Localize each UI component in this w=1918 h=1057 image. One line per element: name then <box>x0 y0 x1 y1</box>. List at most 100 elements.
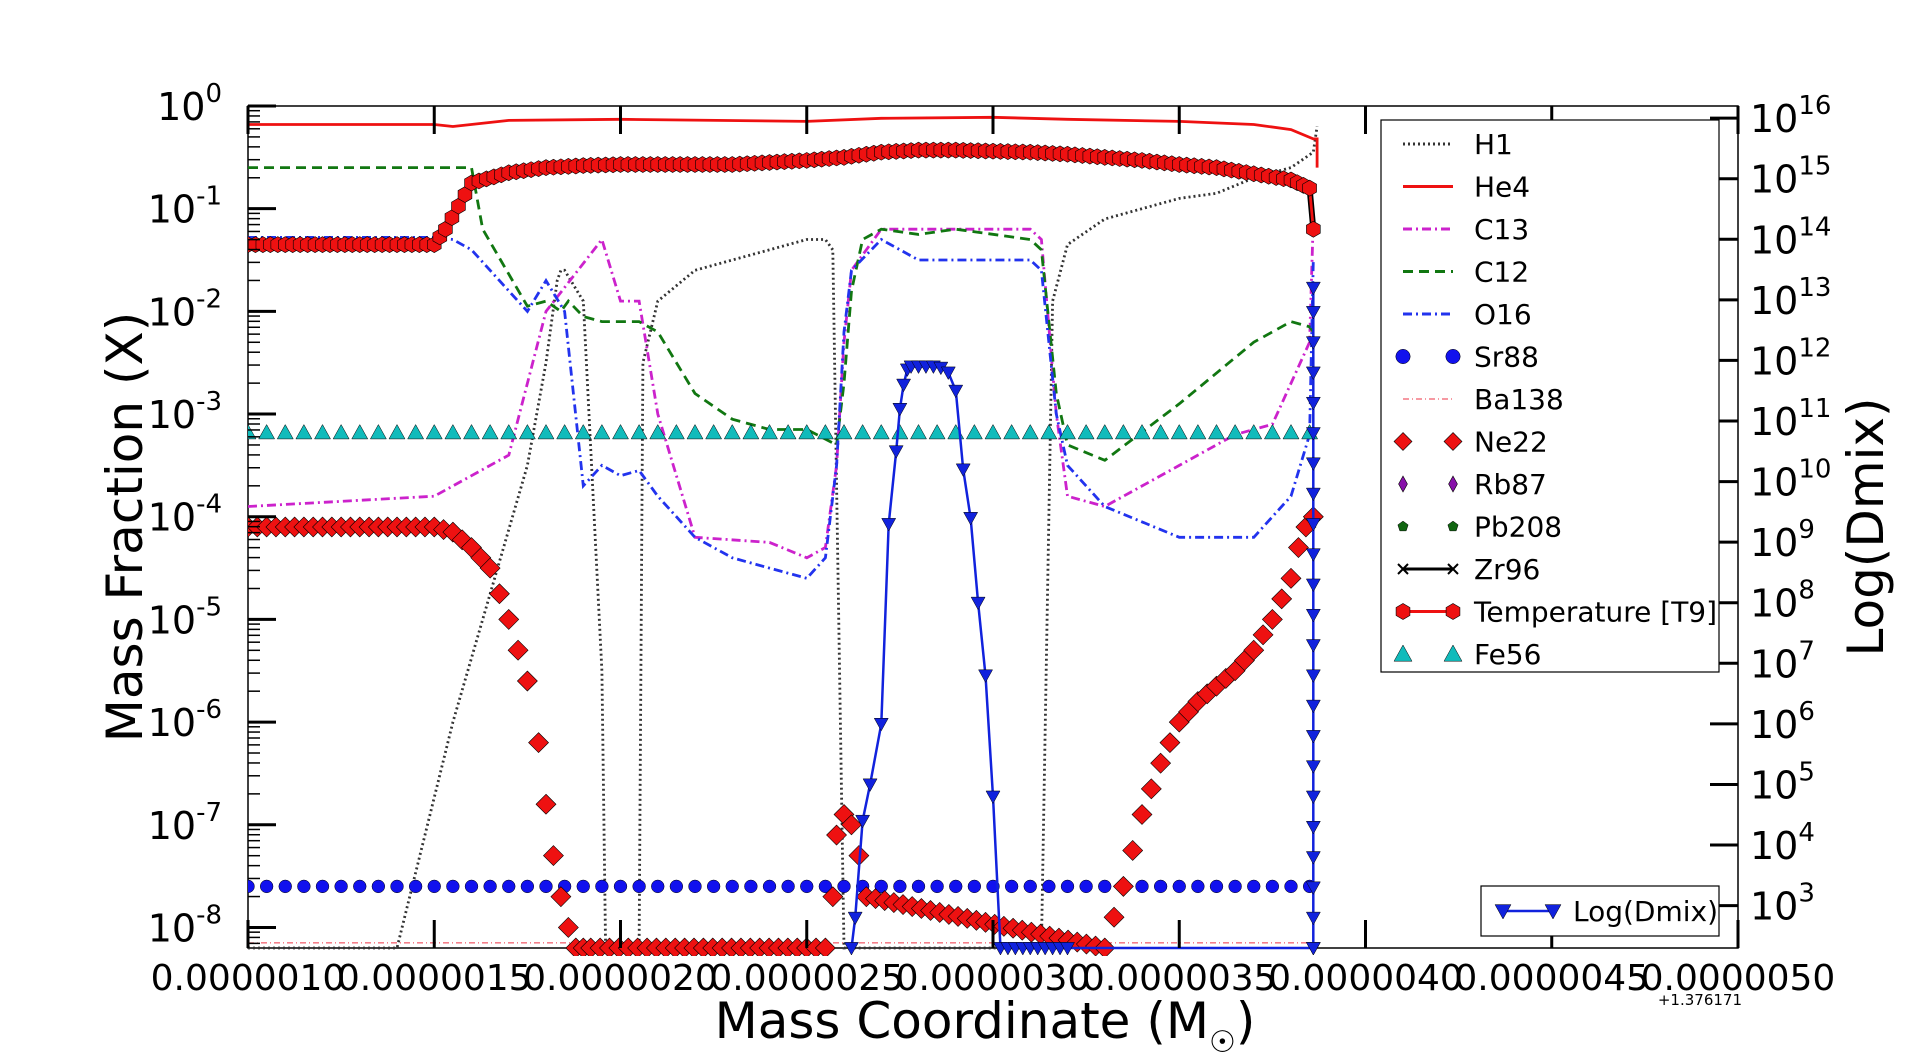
log-dmix-point <box>892 403 908 417</box>
ne22-point <box>822 886 844 908</box>
fe56-point <box>630 424 648 440</box>
log-dmix-point <box>985 790 1001 805</box>
y-right-tick-label: 1014 <box>1750 212 1831 262</box>
y-right-tick-label: 108 <box>1750 576 1815 626</box>
sr88-point <box>967 879 982 894</box>
sr88-point <box>1284 879 1298 894</box>
x-tick-label: 0.0000035 <box>1082 958 1277 999</box>
fe56-point <box>258 424 276 440</box>
y-right-tick-label: 109 <box>1750 515 1815 565</box>
fe56-point <box>742 424 760 440</box>
series-sr88 <box>248 879 1317 894</box>
series-o16 <box>248 235 1315 580</box>
ne22-point <box>1280 567 1302 589</box>
sr88-point <box>427 879 441 894</box>
legend-item-rb87: Rb87 <box>1398 468 1547 501</box>
fe56-point <box>425 424 443 440</box>
fe56-point <box>1114 424 1132 440</box>
sr88-point <box>1042 879 1056 894</box>
fe56-point <box>1282 424 1300 440</box>
sr88-point <box>1023 879 1037 894</box>
log-dmix-point <box>1305 699 1321 714</box>
legend-label-fe56: Fe56 <box>1474 638 1541 671</box>
legend-dmix: Log(Dmix) <box>1480 885 1720 937</box>
fe56-point <box>649 424 667 440</box>
o16-line <box>248 235 1315 580</box>
ne22-point <box>489 583 510 605</box>
sr88-point <box>762 879 777 894</box>
x-tick-label: 0.0000040 <box>1268 958 1463 999</box>
ticks-layer: 0.00000100.00000150.00000200.00000250.00… <box>148 79 1836 999</box>
sr88-point <box>1228 879 1242 894</box>
fe56-point <box>1003 424 1021 440</box>
log-dmix-point <box>1305 457 1321 471</box>
fe56-point <box>1077 424 1095 440</box>
log-dmix-point <box>1305 881 1321 895</box>
legend-label-ba138: Ba138 <box>1474 383 1564 416</box>
fe56-point <box>332 424 350 440</box>
log-dmix-point <box>1305 730 1321 744</box>
log-dmix-point <box>963 512 979 526</box>
ne22-point <box>1252 624 1274 646</box>
sr88-point <box>651 879 665 894</box>
fe56-point <box>1096 424 1114 440</box>
legend-label-he4: He4 <box>1474 171 1530 204</box>
y-right-tick-label: 1010 <box>1750 455 1831 505</box>
log-dmix-point <box>1305 306 1321 320</box>
legend-marker <box>1445 349 1461 364</box>
legend-main: H1 He4 C13 C12 O16 Sr88 Ba138 Ne22 Rb87 Pb208 Zr96… <box>1380 119 1720 673</box>
log-dmix-point <box>1305 760 1321 774</box>
y-left-tick-label: 10-2 <box>148 284 222 334</box>
sr88-point <box>613 879 628 894</box>
log-dmix-point <box>1305 669 1321 683</box>
fe56-point <box>295 424 313 440</box>
legend-label-temperature-t9: Temperature [T9] <box>1473 596 1717 629</box>
ne22-point <box>535 793 557 815</box>
log-dmix-point <box>1305 578 1321 593</box>
legend-label-pb208: Pb208 <box>1474 511 1562 544</box>
sr88-point <box>1079 879 1093 894</box>
log-dmix-point <box>1305 608 1321 623</box>
fe56-point <box>686 424 704 440</box>
log-dmix-point <box>881 518 897 532</box>
y-right-tick-label: 1011 <box>1750 394 1831 444</box>
x-tick-label: 0.0000020 <box>523 958 718 999</box>
c13-line <box>248 218 1315 560</box>
fe56-point <box>351 424 369 440</box>
fe56-point <box>1059 424 1076 440</box>
x-tick-label: 0.0000045 <box>1454 958 1649 999</box>
ne22-point <box>516 670 538 692</box>
series-log-dmix <box>844 281 1321 956</box>
fe56-point <box>537 424 555 440</box>
log-dmix-point <box>978 669 993 683</box>
fe56-point <box>1133 424 1151 440</box>
log-dmix-point <box>970 596 986 611</box>
sr88-point <box>315 879 330 894</box>
log-dmix-point <box>948 384 964 399</box>
fe56-point <box>276 424 294 440</box>
fe56-point <box>593 424 611 440</box>
sr88-point <box>353 879 367 894</box>
legend-marker <box>1393 644 1413 662</box>
sr88-point <box>259 879 274 894</box>
fe56-point <box>518 424 536 440</box>
ne22-point <box>841 814 862 836</box>
legend-item-c12: C12 <box>1403 256 1529 289</box>
sr88-point <box>1191 879 1205 894</box>
legend-item-o16: O16 <box>1403 298 1532 331</box>
ne22-point <box>1261 608 1283 630</box>
legend-item-fe56: Fe56 <box>1393 638 1541 671</box>
sr88-point <box>576 879 590 894</box>
fe56-point <box>612 424 629 440</box>
legend-label-log-dmix: Log(Dmix) <box>1573 895 1718 928</box>
y-right-tick-label: 105 <box>1750 757 1815 807</box>
fe56-point <box>872 424 890 440</box>
sr88-point <box>1172 879 1186 894</box>
fe56-point <box>1152 424 1170 440</box>
fe56-point <box>1021 424 1039 440</box>
ne22-point <box>1271 588 1293 610</box>
legend-item-ba138: Ba138 <box>1403 383 1564 416</box>
ne22-point <box>1131 804 1153 825</box>
log-dmix-point <box>1305 518 1321 532</box>
